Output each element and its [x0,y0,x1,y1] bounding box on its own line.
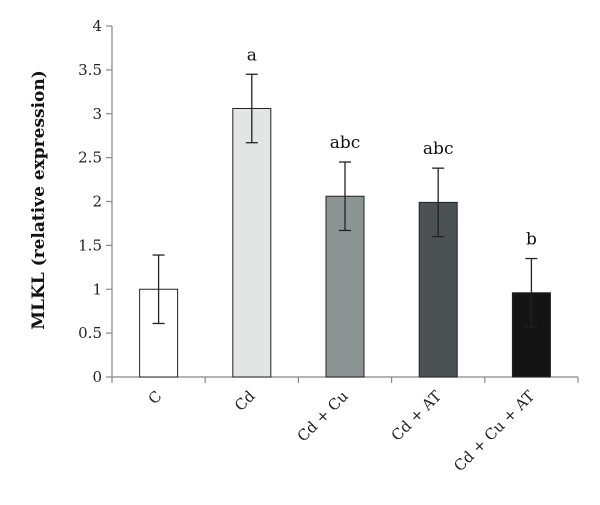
significance-label: abc [423,139,454,159]
x-tick-label: Cd [231,387,259,415]
y-axis-label: MLKL (relative expression) [29,70,49,330]
y-tick-label: 0 [92,368,102,386]
y-tick-label: 1 [92,280,102,298]
x-tick-label: Cd + Cu + AT [450,387,538,475]
y-tick-label: 3 [92,105,102,123]
x-tick-label: Cd + AT [388,387,445,444]
y-tick-label: 2.5 [78,149,102,167]
y-tick-label: 3.5 [78,61,102,79]
x-tick-label: C [145,387,166,408]
significance-label: a [247,45,257,65]
bars [139,107,551,378]
x-tick-label: Cd + Cu [294,387,352,445]
y-tick-label: 2 [92,193,102,211]
y-tick-label: 0.5 [78,324,102,342]
tick-labels: 0 0.5 1 1.5 2 2.5 3 3.5 4 Ca Cd abc Cd + Cu abc Cd + A… [78,17,538,475]
y-tick-label: 1.5 [78,236,102,254]
y-tick-label: 4 [92,17,102,35]
bar [232,107,272,378]
significance-label: abc [330,133,361,153]
error-bars [152,73,538,328]
axes [106,25,579,383]
significance-label: b [526,230,537,250]
